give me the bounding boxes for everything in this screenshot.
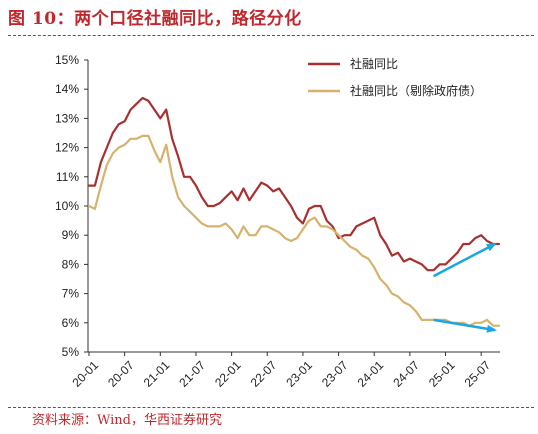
x-tick-label: 20-01 — [69, 358, 101, 390]
x-tick-label: 23-07 — [319, 358, 351, 390]
y-tick-label: 13% — [55, 111, 79, 125]
y-tick-label: 7% — [62, 287, 80, 301]
series-line-2 — [87, 134, 501, 327]
y-tick-label: 9% — [62, 228, 80, 242]
x-tick-label: 25-01 — [426, 358, 458, 390]
y-tick-label: 5% — [62, 345, 80, 359]
x-tick-label: 21-07 — [176, 358, 208, 390]
y-tick-label: 12% — [55, 141, 79, 155]
trend-arrow-1 — [433, 242, 497, 278]
x-tick-label: 22-01 — [212, 358, 244, 390]
source-divider — [8, 407, 534, 408]
figure-title: 图 10：两个口径社融同比，路径分化 — [8, 9, 302, 29]
source-note: 资料来源：Wind，华西证券研究 — [32, 413, 222, 428]
y-tick-label: 10% — [55, 199, 79, 213]
y-tick-label: 6% — [62, 316, 80, 330]
x-tick-label: 24-01 — [355, 358, 387, 390]
x-tick-label: 24-07 — [390, 358, 422, 390]
y-tick-label: 11% — [56, 170, 79, 184]
trend-arrows — [433, 242, 497, 333]
x-tick-label: 23-01 — [283, 358, 315, 390]
x-tick-label: 21-01 — [141, 358, 173, 390]
y-tick-label: 8% — [62, 257, 80, 271]
series-layer — [87, 96, 501, 327]
chart-axes: 5%6%7%8%9%10%11%12%13%14%15%20-01 20-07 21… — [55, 53, 500, 390]
x-tick-label: 25-07 — [462, 358, 494, 390]
trend-arrow-2 — [433, 318, 497, 333]
y-tick-label: 15% — [55, 53, 79, 67]
x-tick-label: 20-07 — [105, 358, 137, 390]
legend-label-1: 社融同比 — [350, 56, 398, 71]
x-tick-label: 22-07 — [248, 358, 280, 390]
legend-label-2: 社融同比（剔除政府债） — [350, 83, 482, 98]
y-tick-label: 14% — [55, 82, 79, 96]
series-line-1 — [87, 96, 501, 272]
title-divider — [8, 35, 534, 36]
